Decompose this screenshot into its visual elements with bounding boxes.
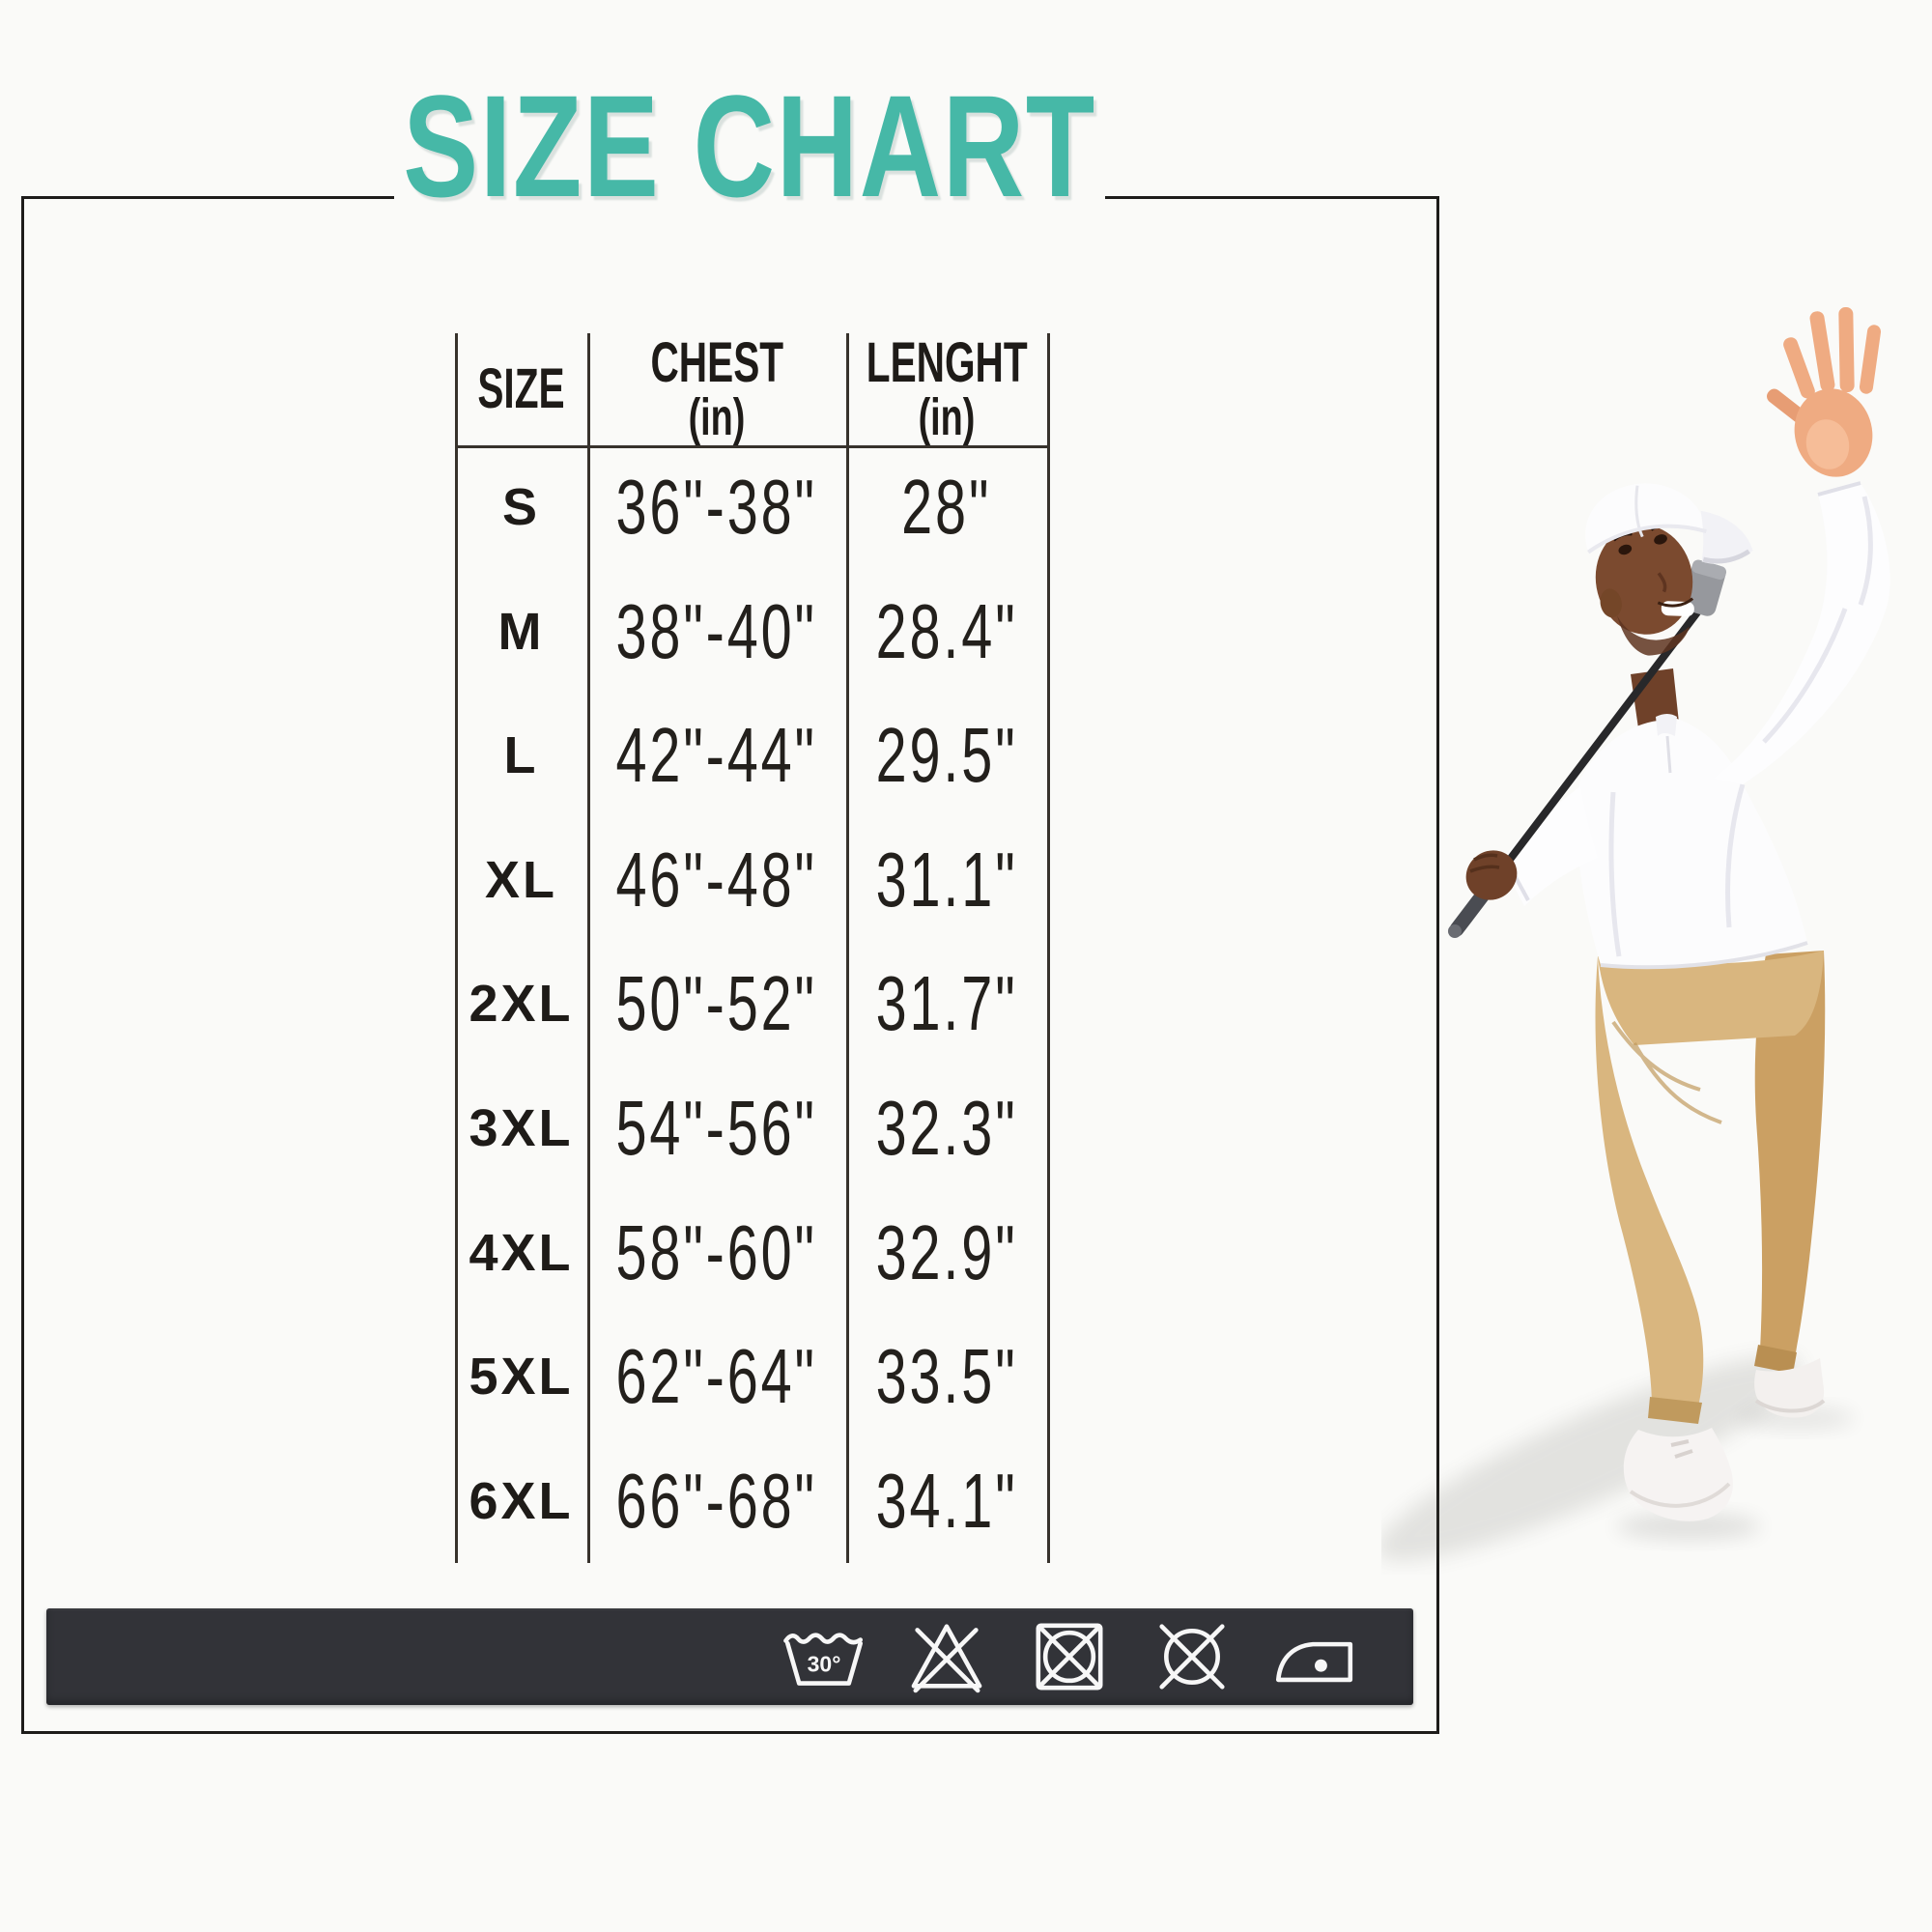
table-row-4xl-chest: 58"-60": [615, 1208, 818, 1295]
back-shoe: [1754, 1358, 1825, 1418]
smile: [1661, 601, 1694, 616]
raised-hand: [1767, 306, 1882, 477]
header-length: LENGHT (in): [866, 330, 1028, 447]
do-not-tumble-dry-icon: [1036, 1623, 1103, 1690]
page-title: SIZE CHART: [403, 64, 1096, 227]
size-table-body: S 36"-38" 28" M 38"-40" 28.4" L 42"-44" …: [455, 445, 1047, 1563]
table-header-rule: [455, 445, 1050, 448]
iron-low-icon: [1275, 1641, 1353, 1683]
table-row-5xl-chest: 62"-64": [615, 1333, 818, 1420]
table-row-5xl-length: 33.5": [875, 1333, 1018, 1420]
eye-right: [1654, 534, 1667, 545]
table-row-5xl-size: 5XL: [469, 1348, 574, 1406]
table-row-6xl-chest: 66"-68": [615, 1457, 818, 1544]
do-not-dry-clean-icon: [1159, 1624, 1225, 1690]
table-row-xl-size: XL: [484, 850, 557, 909]
table-row-l-chest: 42"-44": [615, 712, 818, 799]
cap-brim: [1700, 510, 1753, 564]
table-right-rule: [1047, 333, 1050, 1563]
table-row-2xl-size: 2XL: [469, 975, 574, 1034]
header-size: SIZE: [477, 357, 565, 421]
table-row-3xl-length: 32.3": [875, 1085, 1018, 1172]
white-cap: [1585, 483, 1753, 564]
table-row-4xl-size: 4XL: [469, 1223, 574, 1282]
table-row-l-length: 29.5": [875, 712, 1018, 799]
left-hand-fist: [1465, 850, 1518, 900]
size-table-header: SIZE CHEST (in) LENGHT (in): [455, 333, 1047, 445]
collar: [1656, 714, 1677, 736]
table-row-3xl-chest: 54"-56": [615, 1085, 818, 1172]
table-row-xl-length: 31.1": [875, 836, 1018, 923]
nose: [1657, 572, 1667, 593]
table-col-rule-1: [587, 333, 590, 1563]
table-row-l-size: L: [503, 726, 539, 785]
golfer-model-photo: [1381, 306, 1890, 1561]
ear: [1600, 588, 1622, 618]
zipper: [1665, 735, 1672, 774]
table-row-2xl-chest: 50"-52": [615, 960, 818, 1047]
table-row-2xl-length: 31.7": [875, 960, 1018, 1047]
header-chest: CHEST (in): [650, 330, 783, 447]
head: [1595, 523, 1694, 656]
table-row-s-length: 28": [901, 464, 992, 551]
raised-arm-sleeve: [1714, 481, 1890, 784]
table-row-6xl-length: 34.1": [875, 1457, 1018, 1544]
table-col-rule-2: [846, 333, 849, 1563]
table-row-m-size: M: [497, 602, 545, 661]
eye-left: [1618, 544, 1633, 555]
table-row-m-length: 28.4": [875, 587, 1018, 674]
svg-text:30°: 30°: [808, 1652, 841, 1677]
table-row-m-chest: 38"-40": [615, 587, 818, 674]
table-row-s-chest: 36"-38": [615, 464, 818, 551]
do-not-bleach-icon: [911, 1624, 982, 1693]
back-leg: [1754, 951, 1826, 1418]
club-shaft: [1484, 605, 1704, 893]
table-row-s-size: S: [501, 478, 541, 537]
pants: [1595, 951, 1824, 1424]
wash-30-icon: 30°: [783, 1633, 864, 1686]
table-row-4xl-length: 32.9": [875, 1208, 1018, 1295]
table-left-rule: [455, 333, 458, 1563]
table-row-3xl-size: 3XL: [469, 1099, 574, 1158]
shirt-torso: [1577, 714, 1808, 970]
page-title-wrap: SIZE CHART: [394, 65, 1105, 227]
care-icons-row: 30°: [780, 1612, 1359, 1701]
club-head: [1682, 559, 1727, 616]
table-row-6xl-size: 6XL: [469, 1471, 574, 1530]
care-instructions-bar: 30°: [46, 1608, 1413, 1705]
front-shoe: [1623, 1428, 1733, 1521]
table-row-xl-chest: 46"-48": [615, 836, 818, 923]
